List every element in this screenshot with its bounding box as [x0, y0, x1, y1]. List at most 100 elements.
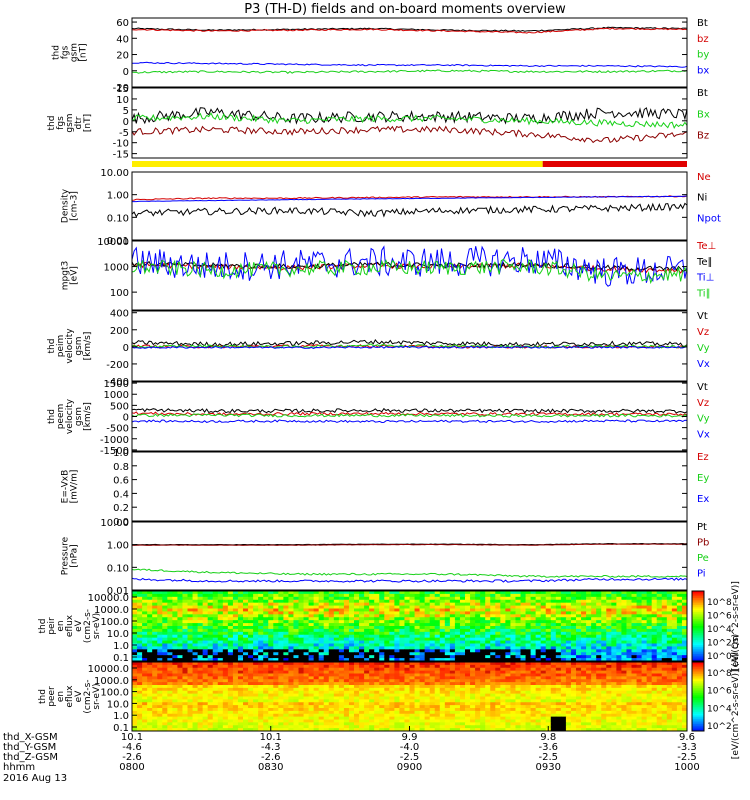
spectrogram-cell [586, 667, 592, 672]
spectrogram-cell [671, 679, 678, 683]
spectrogram-cell [470, 608, 476, 612]
spectrogram-cell [278, 605, 284, 609]
spectrogram-cell [409, 646, 416, 650]
spectrogram-cell [343, 593, 350, 598]
spectrogram-cell [167, 667, 173, 672]
spectrogram-cell [661, 643, 668, 647]
spectrogram-cell [359, 649, 365, 653]
spectrogram-cell [570, 628, 577, 633]
spectrogram-cell [197, 667, 204, 672]
spectrogram-cell [475, 617, 481, 621]
spectrogram-cell [454, 699, 461, 703]
spectrogram-cell [253, 593, 259, 598]
spectrogram-cell [661, 628, 668, 633]
spectrogram-cell [187, 646, 194, 650]
spectrogram-cell [359, 702, 365, 706]
spectrogram-cell [359, 696, 365, 700]
spectrogram-cell [389, 710, 395, 715]
spectrogram-cell [137, 676, 143, 680]
spectrogram-cell [485, 670, 491, 674]
spectrogram-cell [505, 690, 511, 695]
spectrogram-cell [490, 655, 496, 659]
spectrogram-cell [202, 649, 209, 653]
colorbar-tick-label: 10^0 [707, 652, 732, 662]
spectrogram-cell [323, 685, 330, 689]
spectrogram-cell [515, 652, 521, 656]
spectrogram-cell [152, 652, 158, 656]
spectrogram-cell [222, 605, 229, 609]
spectrogram-cell [666, 599, 673, 604]
spectrogram-cell [591, 699, 597, 703]
spectrogram-cell [328, 617, 335, 621]
spectrogram-cell [354, 699, 360, 703]
spectrogram-cell [248, 667, 254, 672]
spectrogram-cell [308, 687, 315, 692]
spectrogram-cell [414, 687, 421, 692]
spectrogram-cell [586, 646, 592, 650]
spectrogram-cell [601, 646, 607, 650]
spectrogram-cell [419, 631, 426, 636]
spectrogram-cell [273, 623, 279, 627]
spectrogram-cell [409, 643, 416, 647]
spectrogram-cell [470, 713, 476, 718]
spectrogram-cell [409, 614, 416, 618]
spectrogram-cell [333, 713, 340, 718]
spectrogram-cell [616, 652, 622, 656]
spectrogram-cell [485, 705, 491, 709]
y-axis-label: velocity [65, 328, 75, 364]
panel-frame [131, 17, 688, 88]
spectrogram-cell [313, 605, 320, 609]
legend-label: Vt [697, 382, 708, 393]
spectrogram-cell [333, 599, 340, 604]
spectrogram-cell [192, 670, 199, 674]
spectrogram-cell [283, 591, 289, 595]
spectrogram-cell [676, 676, 683, 680]
spectrogram-cell [273, 605, 279, 609]
spectrogram-cell [454, 637, 461, 642]
spectrogram-cell [142, 713, 148, 718]
spectrogram-cell [293, 599, 299, 604]
spectrogram-cell [626, 679, 632, 683]
spectrogram-cell [389, 702, 395, 706]
spectrogram-cell [439, 713, 446, 718]
spectrogram-cell [147, 605, 153, 609]
spectrogram-cell [515, 634, 521, 639]
spectrogram-cell [621, 591, 627, 595]
spectrogram-cell [500, 713, 506, 718]
spectrogram-cell [298, 687, 305, 692]
spectrogram-cell [515, 637, 521, 642]
spectrogram-cell [515, 628, 521, 633]
spectrogram-cell [449, 705, 456, 709]
spectrogram-cell [404, 685, 410, 689]
spectrogram-cell [626, 599, 632, 604]
spectrogram-cell [409, 679, 416, 683]
spectrogram-cell [535, 646, 542, 650]
spectrogram-cell [227, 710, 234, 715]
spectrogram-cell [364, 682, 370, 686]
spectrogram-cell [359, 710, 365, 715]
spectrogram-cell [565, 646, 572, 650]
spectrogram-cell [248, 682, 254, 686]
spectrogram-cell [374, 631, 380, 636]
spectrogram-cell [268, 682, 274, 686]
spectrogram-cell [303, 702, 310, 706]
spectrogram-cell [137, 614, 143, 618]
spectrogram-cell [308, 667, 315, 672]
spectrogram-cell [369, 673, 375, 677]
spectrogram-cell [530, 713, 537, 718]
spectrogram-cell [409, 652, 416, 656]
y-axis-label: en [56, 620, 66, 631]
spectrogram-cell [570, 696, 577, 700]
spectrogram-cell [555, 667, 562, 672]
spectrogram-cell [510, 605, 516, 609]
spectrogram-cell [626, 626, 632, 630]
spectrogram-cell [152, 611, 158, 615]
spectrogram-cell [676, 640, 683, 644]
spectrogram-cell [495, 699, 501, 703]
spectrogram-cell [162, 667, 168, 672]
series-line [131, 107, 688, 125]
spectrogram-cell [565, 623, 572, 627]
spectrogram-cell [354, 649, 360, 653]
spectrogram-cell [182, 596, 188, 601]
spectrogram-cell [202, 605, 209, 609]
